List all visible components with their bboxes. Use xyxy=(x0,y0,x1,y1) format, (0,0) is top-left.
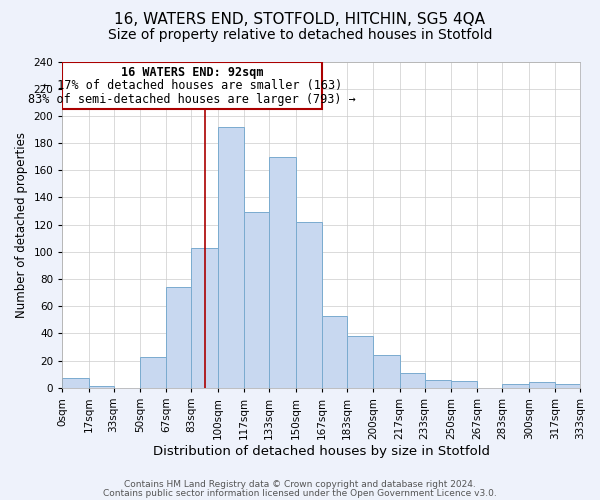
Text: 83% of semi-detached houses are larger (793) →: 83% of semi-detached houses are larger (… xyxy=(28,93,356,106)
Bar xyxy=(322,316,347,388)
X-axis label: Distribution of detached houses by size in Stotfold: Distribution of detached houses by size … xyxy=(152,444,490,458)
Bar xyxy=(140,356,166,388)
Bar xyxy=(296,222,322,388)
Bar xyxy=(347,336,373,388)
Bar xyxy=(62,378,89,388)
Bar xyxy=(166,287,191,388)
FancyBboxPatch shape xyxy=(62,62,322,109)
Bar xyxy=(89,386,113,388)
Y-axis label: Number of detached properties: Number of detached properties xyxy=(15,132,28,318)
Bar xyxy=(373,355,400,388)
Bar xyxy=(529,382,555,388)
Bar xyxy=(425,380,451,388)
Bar xyxy=(244,212,269,388)
Text: Contains public sector information licensed under the Open Government Licence v3: Contains public sector information licen… xyxy=(103,488,497,498)
Text: ← 17% of detached houses are smaller (163): ← 17% of detached houses are smaller (16… xyxy=(43,79,342,92)
Text: Contains HM Land Registry data © Crown copyright and database right 2024.: Contains HM Land Registry data © Crown c… xyxy=(124,480,476,489)
Bar xyxy=(218,127,244,388)
Text: 16 WATERS END: 92sqm: 16 WATERS END: 92sqm xyxy=(121,66,263,78)
Bar xyxy=(269,156,296,388)
Bar xyxy=(191,248,218,388)
Bar xyxy=(502,384,529,388)
Bar xyxy=(555,384,580,388)
Bar xyxy=(451,381,478,388)
Text: Size of property relative to detached houses in Stotfold: Size of property relative to detached ho… xyxy=(108,28,492,42)
Bar xyxy=(400,373,425,388)
Text: 16, WATERS END, STOTFOLD, HITCHIN, SG5 4QA: 16, WATERS END, STOTFOLD, HITCHIN, SG5 4… xyxy=(115,12,485,28)
